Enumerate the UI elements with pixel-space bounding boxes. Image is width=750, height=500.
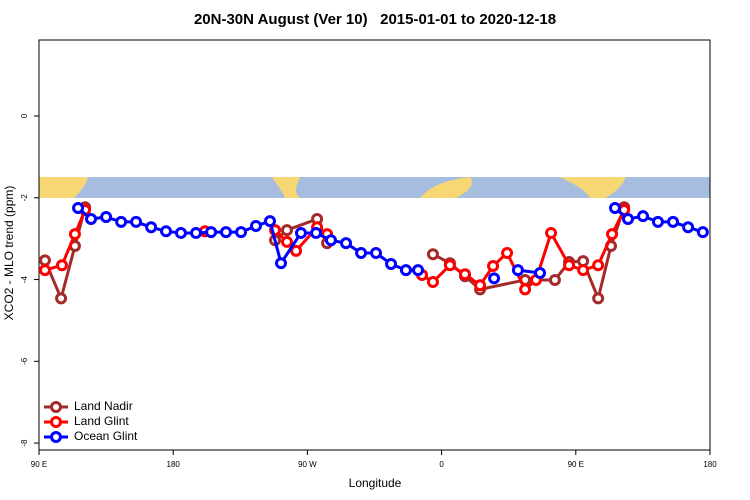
data-point	[249, 219, 262, 232]
data-point	[369, 246, 382, 259]
y-tick-label: -4	[20, 275, 29, 283]
y-axis-label: XCO2 - MLO trend (ppm)	[2, 186, 16, 321]
data-point	[38, 254, 51, 267]
y-tick-label: 0	[20, 113, 29, 118]
data-point	[130, 215, 143, 228]
data-point	[696, 226, 709, 239]
data-point	[145, 221, 158, 234]
data-point	[280, 235, 293, 248]
data-point	[280, 224, 293, 237]
data-point	[637, 210, 650, 223]
data-point	[205, 226, 218, 239]
x-tick-label: 180	[703, 460, 717, 469]
data-point	[667, 215, 680, 228]
data-point	[263, 215, 276, 228]
data-point	[55, 259, 68, 272]
data-point	[55, 292, 68, 305]
data-point	[68, 228, 81, 241]
data-point	[443, 259, 456, 272]
data-point	[399, 264, 412, 277]
data-point	[100, 210, 113, 223]
data-point	[682, 221, 695, 234]
data-point	[474, 279, 487, 292]
chart-title: 20N-30N August (Ver 10) 2015-01-01 to 20…	[194, 11, 556, 28]
data-point	[545, 226, 558, 239]
data-point	[621, 213, 634, 226]
data-point	[606, 228, 619, 241]
legend-label: Ocean Glint	[74, 429, 138, 443]
data-point	[426, 275, 439, 288]
x-tick-label: 0	[439, 460, 444, 469]
data-point	[487, 260, 500, 273]
plot-frame	[38, 39, 711, 451]
x-axis-label: Longitude	[349, 476, 402, 490]
y-tick-label: -8	[20, 439, 29, 447]
data-point	[174, 226, 187, 239]
data-point	[385, 258, 398, 271]
x-tick-label: 90 E	[31, 460, 47, 469]
data-point	[340, 237, 353, 250]
data-point	[563, 259, 576, 272]
data-point	[85, 213, 98, 226]
data-point	[275, 257, 288, 270]
data-point	[592, 259, 605, 272]
x-tick-label: 180	[167, 460, 181, 469]
data-point	[519, 283, 532, 296]
legend-marker	[50, 431, 62, 443]
data-point	[488, 272, 501, 285]
data-point	[501, 246, 514, 259]
legend-marker	[50, 401, 62, 413]
data-point	[609, 202, 622, 215]
data-point	[592, 292, 605, 305]
data-point	[534, 267, 547, 280]
data-point	[290, 244, 303, 257]
data-point	[511, 264, 524, 277]
data-point	[426, 248, 439, 261]
data-point	[235, 226, 248, 239]
legend-label: Land Glint	[74, 414, 129, 428]
data-point	[459, 268, 472, 281]
data-point	[651, 215, 664, 228]
legend-marker	[50, 416, 62, 428]
data-point	[115, 215, 128, 228]
data-point	[160, 225, 173, 238]
y-tick-label: -6	[20, 357, 29, 365]
y-tick-label: -2	[20, 194, 29, 202]
data-point	[412, 264, 425, 277]
data-point	[310, 226, 323, 239]
data-point	[38, 264, 51, 277]
data-point	[294, 226, 307, 239]
legend-label: Land Nadir	[74, 399, 133, 413]
x-tick-label: 90 E	[568, 460, 584, 469]
data-point	[548, 273, 561, 286]
map-strip	[39, 177, 710, 198]
data-point	[219, 226, 232, 239]
data-point	[577, 264, 590, 277]
x-tick-label: 90 W	[298, 460, 317, 469]
data-point	[355, 246, 368, 259]
data-point	[190, 226, 203, 239]
data-point	[72, 202, 85, 215]
data-point	[324, 234, 337, 247]
